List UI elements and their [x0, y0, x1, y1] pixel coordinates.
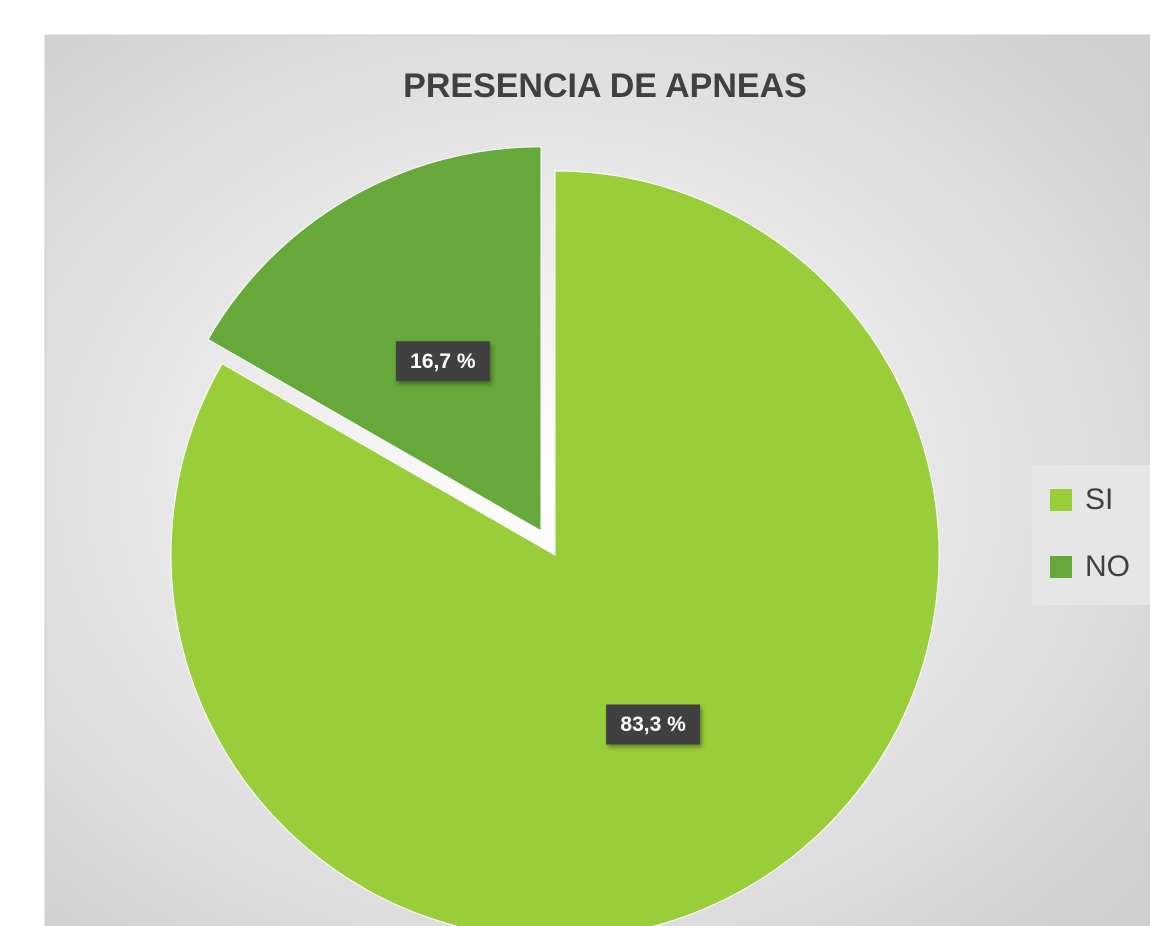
chart-title: PRESENCIA DE APNEAS: [403, 67, 807, 105]
data-label: 83,3 %: [620, 713, 686, 736]
legend-swatch: [1050, 556, 1072, 578]
legend-label: NO: [1085, 550, 1130, 583]
legend: [1032, 465, 1150, 605]
data-label-box: [606, 704, 701, 745]
legend-swatch: [1050, 489, 1072, 511]
data-label: 16,7 %: [410, 350, 476, 373]
legend-label: SI: [1085, 483, 1113, 516]
pie-slice: [207, 146, 542, 532]
data-label-box: [395, 341, 490, 382]
pie-slice: [170, 170, 940, 926]
